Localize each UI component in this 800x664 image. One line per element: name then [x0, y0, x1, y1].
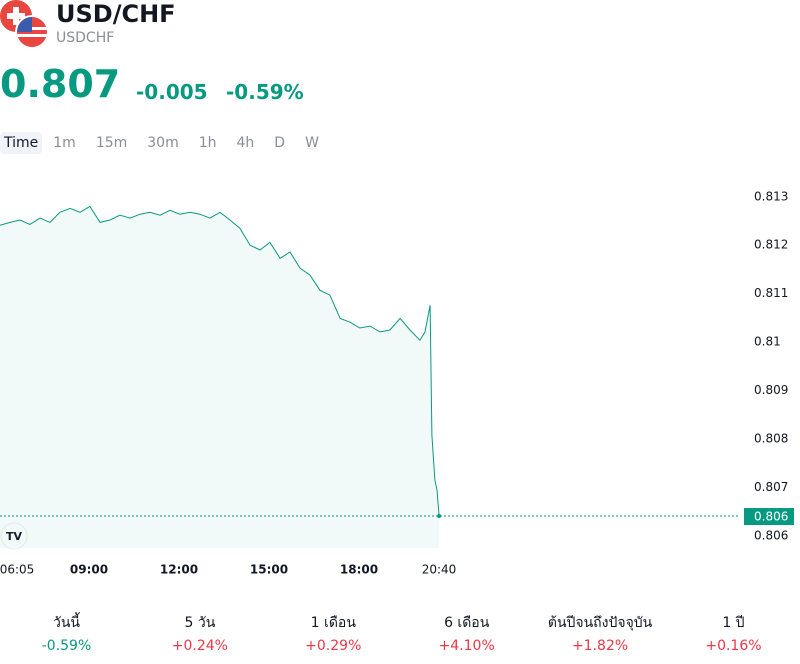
performance-value: +0.29% — [305, 638, 362, 654]
x-tick-label: 15:00 — [250, 563, 288, 577]
performance-label: 1 เดือน — [310, 615, 356, 631]
x-tick-label: 18:00 — [340, 563, 378, 577]
performance-value: +0.16% — [705, 638, 762, 654]
x-tick-label: 06:05 — [0, 563, 34, 577]
y-tick-label: 0.808 — [754, 431, 788, 445]
x-tick-label: 20:40 — [422, 563, 457, 577]
performance-value: +1.82% — [571, 638, 629, 654]
symbol: USDCHF — [56, 30, 115, 46]
tab[interactable]: D — [274, 135, 286, 151]
performance-label: 1 ปี — [722, 615, 745, 631]
performance-item: วันนี้ -0.59% — [0, 612, 133, 654]
y-tick-label: 0.813 — [754, 189, 788, 203]
tabs: Time 1m 15m 30m 1h 4h D W — [0, 132, 330, 154]
tab[interactable]: 1h — [198, 135, 217, 151]
performance-label: ต้นปีจนถึงปัจจุบัน — [547, 615, 653, 631]
performance-item: 6 เดือน +4.10% — [400, 612, 533, 654]
tab[interactable]: 30m — [147, 135, 179, 151]
performance: วันนี้ -0.59% 5 วัน +0.24% 1 เดือน +0.29% 6 เด… — [0, 612, 800, 654]
price-line — [0, 205, 440, 517]
performance-label: วันนี้ — [52, 615, 80, 631]
y-tick-label: 0.81 — [754, 335, 781, 349]
area — [0, 206, 440, 548]
chart: TV 0.806 0.807 0.808 0.809 0.81 0.811 0.812 0.8… — [0, 189, 794, 577]
tab[interactable]: 15m — [95, 135, 128, 151]
tab[interactable]: W — [305, 135, 319, 151]
tab[interactable]: Time — [0, 132, 43, 154]
current-price-box — [744, 508, 794, 526]
x-tick-label: 09:00 — [70, 563, 108, 577]
performance-value: -0.59% — [41, 638, 92, 654]
tab[interactable]: 4h — [236, 135, 255, 151]
performance-item: 1 ปี +0.16% — [667, 612, 800, 654]
performance-item: 1 เดือน +0.29% — [267, 612, 400, 654]
performance-item: ต้นปีจนถึงปัจจุบัน +1.82% — [534, 612, 667, 654]
flags — [0, 0, 49, 49]
performance-label: 6 เดือน — [444, 615, 490, 631]
y-tick-label: 0.806 — [754, 528, 788, 542]
svg-text:TV: TV — [6, 530, 23, 543]
x-tick-label: 12:00 — [160, 563, 198, 577]
y-tick-label: 0.809 — [754, 383, 788, 397]
price: 0.807 — [0, 62, 121, 106]
change-percent: -0.59% — [226, 80, 304, 104]
last-point — [437, 514, 442, 519]
performance-value: +0.24% — [171, 638, 228, 654]
y-tick-label: 0.807 — [754, 480, 788, 494]
performance-item: 5 วัน +0.24% — [133, 612, 266, 654]
performance-label: 5 วัน — [184, 615, 216, 631]
y-tick-label: 0.812 — [754, 238, 788, 252]
change: -0.005 — [136, 80, 208, 104]
title: USD/CHF — [56, 0, 176, 28]
performance-value: +4.10% — [438, 638, 495, 654]
current-price-label: 0.806 — [754, 510, 788, 524]
tab[interactable]: 1m — [53, 135, 76, 151]
y-tick-label: 0.811 — [754, 286, 788, 300]
